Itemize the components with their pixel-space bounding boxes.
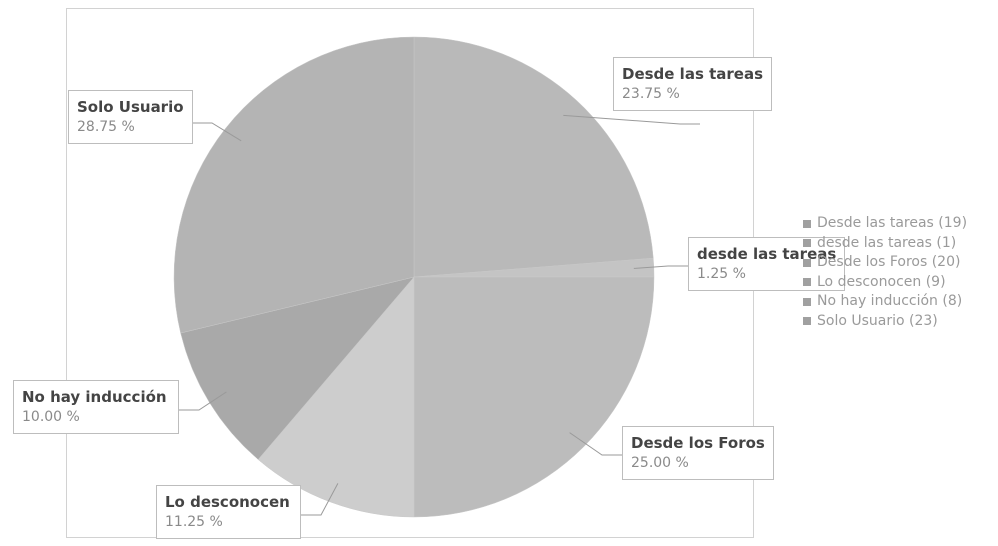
pie-slice-3 — [413, 276, 655, 518]
legend-item: Solo Usuario (23) — [803, 312, 967, 332]
legend-label: Lo desconocen (9) — [817, 273, 946, 290]
data-label-callout: desde las tareas 1.25 % — [688, 237, 846, 291]
legend-swatch — [803, 219, 811, 228]
data-label-name: Solo Usuario — [77, 98, 184, 116]
legend-swatch — [803, 317, 811, 326]
legend-item: No hay inducción (8) — [803, 292, 967, 312]
pie-slice-4 — [257, 276, 415, 518]
leader-line-5 — [179, 391, 227, 411]
data-label-percent: 25.00 % — [631, 455, 689, 471]
legend-item: Desde los Foros (20) — [803, 253, 967, 273]
data-label-percent: 28.75 % — [77, 119, 135, 135]
leader-line-3 — [569, 432, 622, 456]
data-label-name: desde las tareas — [697, 245, 837, 263]
pie-slice-5 — [180, 276, 415, 460]
legend-item: Desde las tareas (19) — [803, 214, 967, 234]
pie-slice-1 — [413, 36, 654, 278]
leader-line-2 — [633, 265, 688, 269]
data-label-name: Lo desconocen — [165, 493, 290, 511]
legend-swatch — [803, 278, 811, 287]
legend-item: desde las tareas (1) — [803, 234, 967, 254]
leader-line-1 — [563, 114, 700, 125]
pie-slice-6 — [173, 36, 415, 334]
data-label-percent: 11.25 % — [165, 514, 223, 530]
legend-label: desde las tareas (1) — [817, 234, 957, 251]
data-label-name: No hay inducción — [22, 388, 167, 406]
data-label-percent: 23.75 % — [622, 86, 680, 102]
data-label-percent: 1.25 % — [697, 266, 746, 282]
legend-label: No hay inducción (8) — [817, 293, 963, 309]
data-label-percent: 10.00 % — [22, 409, 80, 425]
data-label-callout: Lo desconocen 11.25 % — [156, 485, 301, 539]
data-label-callout: No hay inducción 10.00 % — [13, 380, 179, 434]
legend-item: Lo desconocen (9) — [803, 273, 967, 293]
legend-swatch — [803, 258, 811, 267]
legend-label: Solo Usuario (23) — [817, 312, 938, 329]
data-label-name: Desde las tareas — [622, 65, 764, 83]
data-label-callout: Solo Usuario 28.75 % — [68, 90, 193, 144]
data-label-name: Desde los Foros — [631, 434, 765, 452]
leader-line-4 — [301, 483, 339, 516]
legend-swatch — [803, 239, 811, 248]
leader-line-6 — [192, 122, 242, 142]
data-label-callout: Desde los Foros 25.00 % — [622, 426, 774, 480]
legend-label: Desde las tareas (19) — [817, 215, 968, 231]
legend-swatch — [803, 297, 811, 306]
data-label-callout: Desde las tareas 23.75 % — [613, 57, 773, 111]
legend-label: Desde los Foros (20) — [817, 254, 961, 270]
chart-legend: Desde las tareas (19) desde las tareas (1… — [803, 214, 967, 331]
